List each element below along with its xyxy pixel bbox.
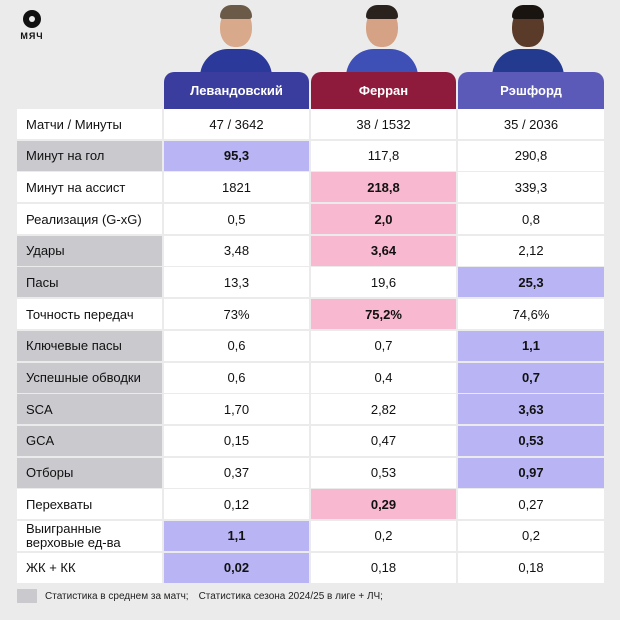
value-rashford: 0,53 [458,425,604,456]
row-label: ЖК + КК [17,552,162,583]
legend-text-average: Статистика в среднем за матч; [45,590,189,602]
table-row: Перехваты 0,12 0,29 0,27 [17,489,604,521]
legend: Статистика в среднем за матч; Статистика… [17,588,383,604]
value-rashford: 290,8 [458,140,604,171]
row-label: Отборы [17,457,162,488]
row-label: SCA [17,394,162,425]
player-photo-rashford [488,3,568,77]
value-ferran: 117,8 [311,140,456,171]
row-label: Ключевые пасы [17,330,162,361]
value-rashford: 0,27 [458,489,604,520]
value-ferran: 0,2 [311,520,456,551]
value-ferran: 19,6 [311,267,456,298]
value-ferran: 0,29 [311,489,456,520]
value-lewandowski: 1,1 [164,520,309,551]
value-rashford: 0,8 [458,204,604,235]
value-lewandowski: 95,3 [164,140,309,171]
value-ferran: 0,18 [311,552,456,583]
value-rashford: 2,12 [458,235,604,266]
table-row: Матчи / Минуты 47 / 3642 38 / 1532 35 / … [17,109,604,141]
table-row: Отборы 0,37 0,53 0,97 [17,457,604,490]
row-label: Успешные обводки [17,362,162,393]
value-lewandowski: 1,70 [164,394,309,425]
brand-logo: МЯЧ [12,10,52,50]
value-lewandowski: 0,15 [164,425,309,456]
header-rashford: Рэшфорд [458,72,604,109]
row-label: Пасы [17,267,162,298]
value-rashford: 0,2 [458,520,604,551]
row-label: Перехваты [17,489,162,520]
value-rashford: 3,63 [458,394,604,425]
player-photo-lewandowski [196,3,276,77]
value-lewandowski: 0,12 [164,489,309,520]
value-lewandowski: 0,5 [164,204,309,235]
value-lewandowski: 1821 [164,172,309,203]
stats-table: Матчи / Минуты 47 / 3642 38 / 1532 35 / … [17,109,604,584]
row-label: Матчи / Минуты [17,109,162,139]
value-ferran: 218,8 [311,172,456,203]
value-rashford: 25,3 [458,267,604,298]
value-rashford: 339,3 [458,172,604,203]
value-lewandowski: 0,6 [164,362,309,393]
legend-swatch [17,589,37,603]
value-ferran: 0,53 [311,457,456,488]
table-row: ЖК + КК 0,02 0,18 0,18 [17,552,604,585]
value-lewandowski: 47 / 3642 [164,109,309,139]
player-photo-ferran [342,3,422,77]
header-ferran: Ферран [311,72,456,109]
table-row: Минут на ассист 1821 218,8 339,3 [17,172,604,204]
player-photos [0,0,620,77]
table-row: GCA 0,15 0,47 0,53 [17,425,604,458]
value-rashford: 0,18 [458,552,604,583]
value-ferran: 75,2% [311,299,456,330]
header-lewandowski: Левандовский [164,72,309,109]
value-lewandowski: 0,02 [164,552,309,583]
value-rashford: 1,1 [458,330,604,361]
value-lewandowski: 3,48 [164,235,309,266]
table-row: Успешные обводки 0,6 0,4 0,7 [17,362,604,395]
value-rashford: 0,97 [458,457,604,488]
table-row: SCA 1,70 2,82 3,63 [17,394,604,426]
table-row: Ключевые пасы 0,6 0,7 1,1 [17,330,604,363]
value-ferran: 0,4 [311,362,456,393]
value-ferran: 0,47 [311,425,456,456]
value-lewandowski: 73% [164,299,309,330]
row-label: GCA [17,425,162,456]
value-ferran: 0,7 [311,330,456,361]
row-label: Удары [17,235,162,266]
table-row: Точность передач 73% 75,2% 74,6% [17,299,604,331]
row-label: Выигранные верховые ед-ва [17,520,162,551]
table-row: Пасы 13,3 19,6 25,3 [17,267,604,299]
value-lewandowski: 13,3 [164,267,309,298]
table-row: Удары 3,48 3,64 2,12 [17,235,604,268]
table-row: Выигранные верховые ед-ва 1,1 0,2 0,2 [17,520,604,553]
value-ferran: 2,82 [311,394,456,425]
value-ferran: 2,0 [311,204,456,235]
value-rashford: 0,7 [458,362,604,393]
value-lewandowski: 0,6 [164,330,309,361]
row-label: Минут на гол [17,140,162,171]
value-ferran: 3,64 [311,235,456,266]
row-label: Минут на ассист [17,172,162,203]
ball-icon [23,10,41,28]
value-lewandowski: 0,37 [164,457,309,488]
value-rashford: 35 / 2036 [458,109,604,139]
legend-text-season: Статистика сезона 2024/25 в лиге + ЛЧ; [198,590,383,602]
value-rashford: 74,6% [458,299,604,330]
row-label: Точность передач [17,299,162,330]
logo-text: МЯЧ [20,31,44,41]
table-row: Минут на гол 95,3 117,8 290,8 [17,140,604,173]
value-ferran: 38 / 1532 [311,109,456,139]
table-row: Реализация (G-xG) 0,5 2,0 0,8 [17,204,604,236]
row-label: Реализация (G-xG) [17,204,162,235]
